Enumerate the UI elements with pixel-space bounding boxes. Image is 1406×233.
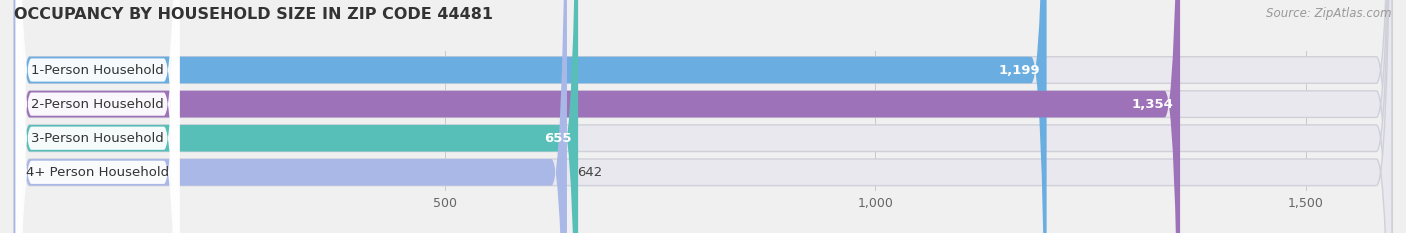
- Text: 642: 642: [578, 166, 603, 179]
- Text: 1,199: 1,199: [998, 64, 1039, 76]
- FancyBboxPatch shape: [15, 0, 180, 233]
- FancyBboxPatch shape: [14, 0, 1392, 233]
- FancyBboxPatch shape: [14, 0, 1392, 233]
- FancyBboxPatch shape: [14, 0, 567, 233]
- Text: 4+ Person Household: 4+ Person Household: [27, 166, 169, 179]
- Text: 1,354: 1,354: [1132, 98, 1173, 111]
- Text: Source: ZipAtlas.com: Source: ZipAtlas.com: [1267, 7, 1392, 20]
- Text: 655: 655: [544, 132, 571, 145]
- FancyBboxPatch shape: [14, 0, 578, 233]
- FancyBboxPatch shape: [15, 0, 180, 233]
- Text: 2-Person Household: 2-Person Household: [31, 98, 165, 111]
- FancyBboxPatch shape: [14, 0, 1046, 233]
- FancyBboxPatch shape: [14, 0, 1392, 233]
- FancyBboxPatch shape: [15, 0, 180, 233]
- Text: OCCUPANCY BY HOUSEHOLD SIZE IN ZIP CODE 44481: OCCUPANCY BY HOUSEHOLD SIZE IN ZIP CODE …: [14, 7, 494, 22]
- FancyBboxPatch shape: [14, 0, 1180, 233]
- Text: 3-Person Household: 3-Person Household: [31, 132, 165, 145]
- FancyBboxPatch shape: [15, 0, 180, 233]
- FancyBboxPatch shape: [14, 0, 1392, 233]
- Text: 1-Person Household: 1-Person Household: [31, 64, 165, 76]
